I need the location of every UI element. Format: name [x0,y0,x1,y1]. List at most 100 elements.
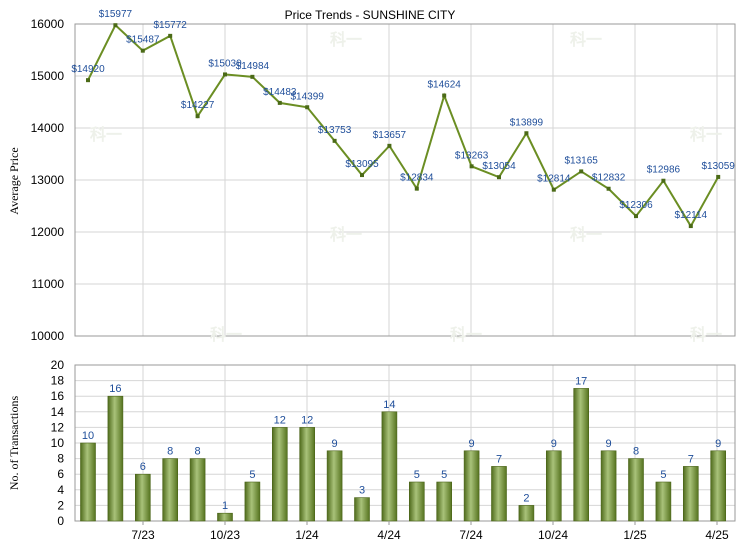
transactions-tick-label: 8 [57,452,64,466]
price-data-label: $13165 [565,155,599,166]
transaction-bar [491,466,507,522]
price-point [140,48,145,53]
transaction-data-label: 3 [359,485,365,497]
transaction-bar [545,450,562,522]
transaction-data-label: 10 [82,430,94,442]
transaction-bar [271,427,288,522]
watermark: 科一 [330,30,362,49]
transaction-bar [244,481,261,522]
price-point [86,78,90,83]
x-tick-label: 7/24 [459,528,483,542]
watermark: 科一 [570,225,602,244]
price-point [524,131,529,136]
transaction-bar [107,395,124,522]
transaction-data-label: 5 [441,469,447,481]
transactions-plot-frame [74,364,736,522]
transactions-tick-label: 6 [57,467,64,481]
price-data-label: $13657 [373,130,407,141]
transaction-data-label: 8 [167,446,173,458]
price-point [223,72,227,77]
transaction-data-label: 14 [383,399,395,411]
transaction-bar [518,505,535,522]
price-tick-label: 16000 [31,17,65,31]
transaction-data-label: 9 [469,438,475,450]
transaction-data-label: 6 [140,461,146,473]
transaction-data-label: 12 [301,414,313,426]
price-data-label: $13899 [510,117,544,128]
watermark: 科一 [330,225,362,244]
transaction-bar [682,466,699,522]
transaction-bar [600,450,617,522]
transaction-data-label: 9 [332,438,338,450]
watermark: 科一 [210,325,242,344]
price-data-label: $14984 [236,61,270,72]
transactions-axis-title: No. of Transactions [7,396,21,491]
transaction-data-label: 8 [195,446,201,458]
transaction-data-label: 9 [606,438,612,450]
price-point [551,187,556,192]
watermark: 科一 [690,125,722,144]
price-data-label: $14399 [291,91,325,102]
transaction-data-label: 12 [274,414,286,426]
transactions-tick-label: 14 [51,405,65,419]
x-tick-label: 10/24 [538,528,568,542]
price-data-label: $12114 [674,210,707,221]
price-point [277,100,282,105]
price-point [497,175,501,180]
price-point [250,74,255,79]
price-data-label: $14624 [428,80,462,91]
price-tick-label: 10000 [31,329,65,343]
transaction-data-label: 1 [222,500,228,512]
transaction-bar [408,481,425,522]
price-point [606,186,611,191]
transaction-data-label: 5 [414,469,420,481]
price-axis-title: Average Price [7,147,21,214]
price-data-label: $13263 [455,150,489,161]
price-point [305,105,310,110]
price-data-label: $12832 [592,173,626,184]
transactions-tick-label: 0 [57,514,64,528]
transaction-bar [326,450,343,522]
x-tick-label: 4/24 [377,528,401,542]
price-point [442,93,447,98]
price-tick-label: 14000 [31,121,65,135]
price-point [332,138,337,143]
watermark: 科一 [450,325,482,344]
price-data-label: $13095 [345,159,379,170]
price-plot-frame [74,23,736,337]
price-data-label: $14227 [181,100,215,111]
watermark: 科一 [90,125,122,144]
transaction-data-label: 8 [633,446,639,458]
transaction-data-label: 7 [688,453,694,465]
transaction-bar [381,411,398,522]
transactions-tick-label: 18 [51,374,65,388]
price-data-label: $15772 [154,20,188,31]
chart-title: Price Trends - SUNSHINE CITY [285,8,456,22]
transaction-bar [463,450,480,522]
transaction-data-label: 9 [715,438,721,450]
x-tick-label: 10/23 [210,528,240,542]
price-point [113,23,118,28]
x-tick-label: 7/23 [131,528,155,542]
price-tick-label: 13000 [31,173,65,187]
price-tick-label: 11000 [32,277,65,291]
price-point [469,164,474,169]
price-data-label: $13059 [702,161,736,172]
transaction-data-label: 5 [660,469,666,481]
price-data-label: $12986 [647,165,681,176]
price-data-label: $15487 [126,35,160,46]
price-data-label: $12834 [400,173,434,184]
transaction-bar [162,458,178,522]
transaction-bar [135,473,151,522]
transaction-bar [710,450,727,522]
transaction-bar [354,497,370,522]
price-series-line [87,23,720,229]
transactions-tick-label: 16 [51,389,65,403]
price-data-label: $15977 [99,9,133,20]
price-data-label: $13753 [318,125,352,136]
transaction-data-label: 5 [249,469,255,481]
transaction-bar [80,442,96,522]
